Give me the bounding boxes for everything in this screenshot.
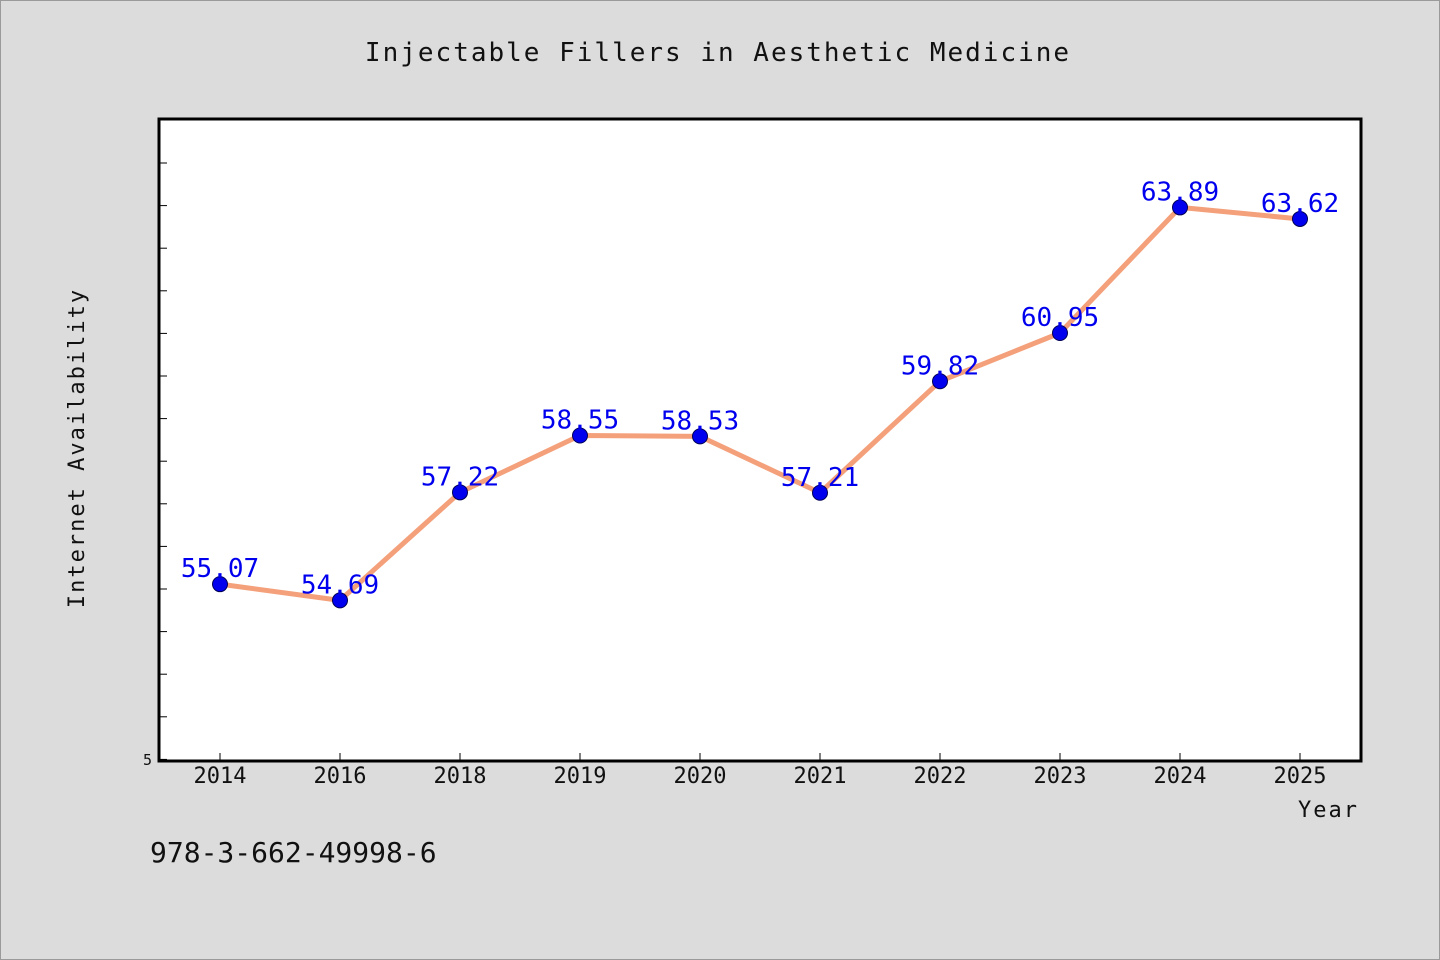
data-point: [1172, 199, 1188, 216]
data-label: 54.69: [301, 570, 379, 600]
x-tick-label: 2016: [314, 764, 367, 789]
data-point: [452, 484, 468, 501]
data-point: [1292, 210, 1308, 227]
data-point: [572, 427, 588, 444]
data-point: [332, 592, 348, 609]
x-axis-ticks: [219, 753, 1301, 761]
x-tick-label: 2023: [1034, 764, 1087, 789]
data-label: 58.53: [661, 406, 739, 436]
x-tick-label: 2025: [1274, 764, 1327, 789]
data-point: [1052, 325, 1068, 341]
series-line: [217, 204, 1303, 603]
data-label: 57.22: [421, 462, 499, 492]
x-tick-label: 2024: [1154, 764, 1207, 789]
y-axis-ticks: [159, 162, 167, 760]
data-point: [812, 484, 828, 501]
x-axis-tick-labels: 2014 2016 2018 2019 2020 2021 2022 2023 2024 2025: [194, 764, 1327, 789]
footnote-isbn: 978-3-662-49998-6: [150, 836, 437, 869]
data-label: 59.82: [901, 351, 979, 381]
series-data-labels: 55.07 54.69 57.22 58.55 58.53 57.21 59.82 60.95…: [181, 177, 1339, 600]
data-label: 57.21: [781, 463, 859, 493]
y-tick-label: 5: [143, 751, 152, 769]
x-tick-label: 2019: [554, 764, 607, 789]
data-point: [692, 428, 708, 445]
x-tick-label: 2020: [674, 764, 727, 789]
data-label: 58.55: [541, 406, 619, 436]
data-point: [932, 373, 948, 390]
data-label: 55.07: [181, 554, 259, 584]
chart-title: Injectable Fillers in Aesthetic Medicine: [365, 38, 1071, 68]
x-tick-label: 2014: [194, 764, 247, 789]
series-markers: [212, 199, 1308, 609]
y-axis-label: Internet Availability: [65, 288, 90, 608]
data-label: 63.89: [1141, 177, 1219, 207]
x-axis-label: Year: [1298, 798, 1359, 823]
data-label: 63.62: [1261, 189, 1339, 219]
x-tick-label: 2021: [794, 764, 847, 789]
data-label: 60.95: [1021, 303, 1099, 333]
x-tick-label: 2018: [434, 764, 487, 789]
x-tick-label: 2022: [914, 764, 967, 789]
data-point: [212, 576, 228, 593]
